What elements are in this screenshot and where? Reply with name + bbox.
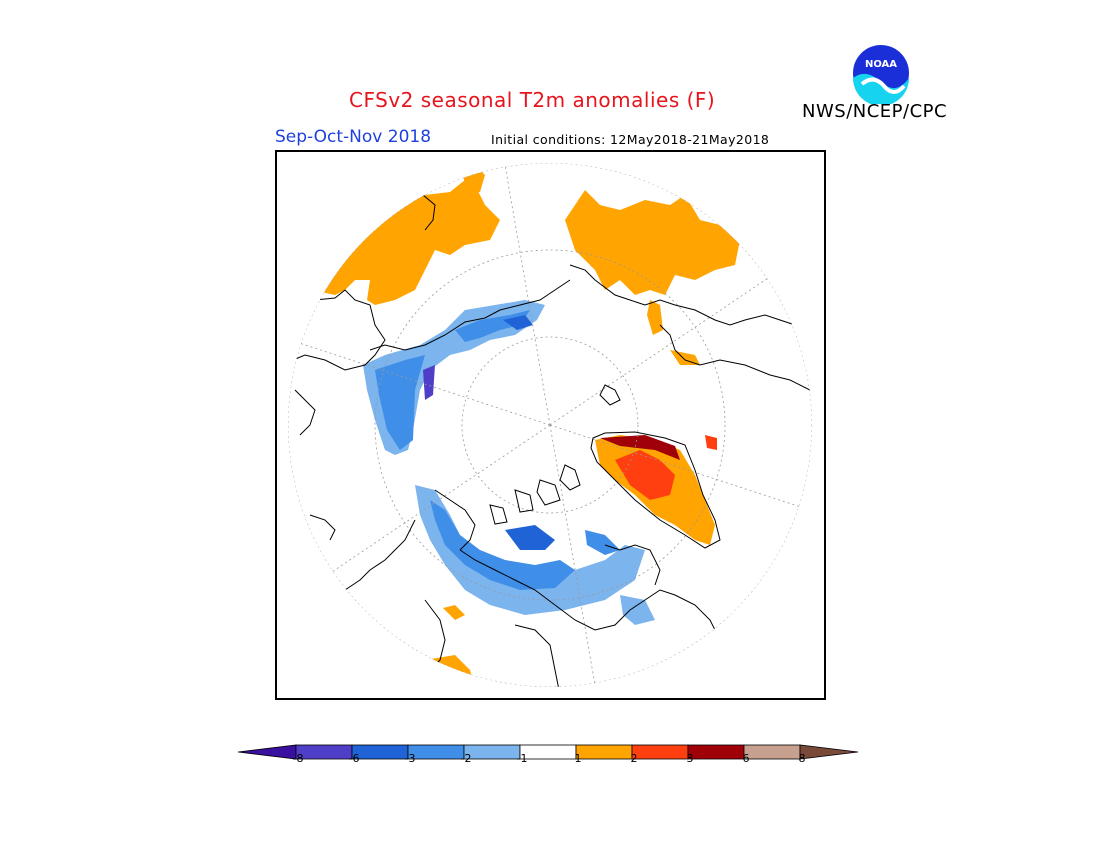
colorbar-label: -1 — [516, 752, 528, 765]
colorbar-bin-5 — [519, 744, 577, 760]
colorbar-bin-3 — [407, 744, 465, 760]
colorbar-label: -3 — [404, 752, 416, 765]
cool-region-west — [363, 300, 545, 455]
chart-title: CFSv2 seasonal T2m anomalies (F) — [349, 88, 716, 112]
season-label: Sep-Oct-Nov 2018 — [275, 127, 432, 147]
colorbar-bin-1 — [295, 744, 353, 760]
noaa-logo-text: NOAA — [865, 59, 897, 70]
colorbar-bin-8 — [687, 744, 745, 760]
colorbar-label: 2 — [630, 752, 638, 765]
colorbar-bin-4 — [463, 744, 521, 760]
polar-map — [275, 150, 826, 700]
initial-conditions-label: Initial conditions: 12May2018-21May2018 — [491, 132, 770, 147]
warm-region-greenland — [595, 435, 717, 545]
colorbar — [238, 744, 859, 760]
graticule — [288, 163, 812, 687]
colorbar-bin-2 — [351, 744, 409, 760]
colorbar-label: -8 — [292, 752, 304, 765]
colorbar-label: 3 — [686, 752, 694, 765]
agency-label: NWS/NCEP/CPC — [802, 101, 948, 122]
colorbar-label: -2 — [460, 752, 472, 765]
colorbar-label: 1 — [574, 752, 582, 765]
colorbar-label: 8 — [798, 752, 806, 765]
colorbar-bin-7 — [631, 744, 689, 760]
coastlines — [292, 194, 812, 687]
colorbar-bin-9 — [743, 744, 801, 760]
noaa-logo: NOAA — [851, 43, 911, 104]
warm-region-ne — [565, 190, 740, 365]
cool-region-south — [415, 485, 655, 625]
colorbar-bin-0 — [238, 744, 297, 760]
colorbar-label: -6 — [348, 752, 360, 765]
colorbar-bin-10 — [799, 744, 859, 760]
colorbar-label: 6 — [742, 752, 750, 765]
colorbar-bin-6 — [575, 744, 633, 760]
